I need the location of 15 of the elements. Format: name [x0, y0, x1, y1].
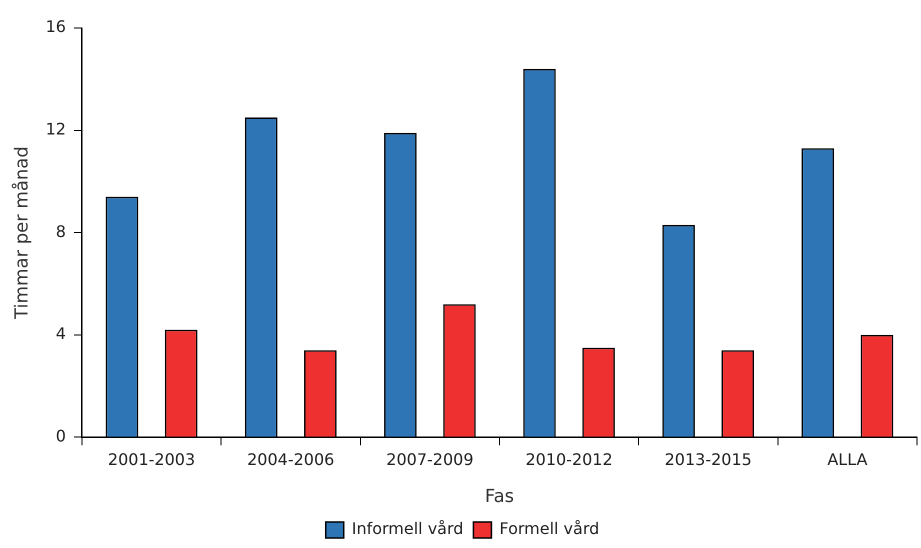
y-axis-title: Timmar per månad [11, 146, 32, 320]
x-tick-label: 2010-2012 [525, 450, 613, 469]
y-tick-label: 0 [56, 426, 66, 446]
y-tick-label: 16 [46, 17, 66, 36]
y-tick-label: 4 [56, 324, 66, 344]
x-tick-label: 2001-2003 [108, 450, 196, 469]
x-tick-label: ALLA [827, 450, 868, 469]
legend-label: Informell vård [352, 519, 464, 538]
x-tick-label: 2007-2009 [386, 450, 474, 469]
y-tick-label: 8 [56, 222, 66, 241]
y-tick-label: 12 [46, 119, 66, 138]
x-tick-label: 2004-2006 [247, 450, 334, 469]
x-axis-title: Fas [484, 486, 514, 507]
x-tick-label: 2013-2015 [664, 450, 752, 469]
legend-label: Formell vård [499, 519, 600, 538]
